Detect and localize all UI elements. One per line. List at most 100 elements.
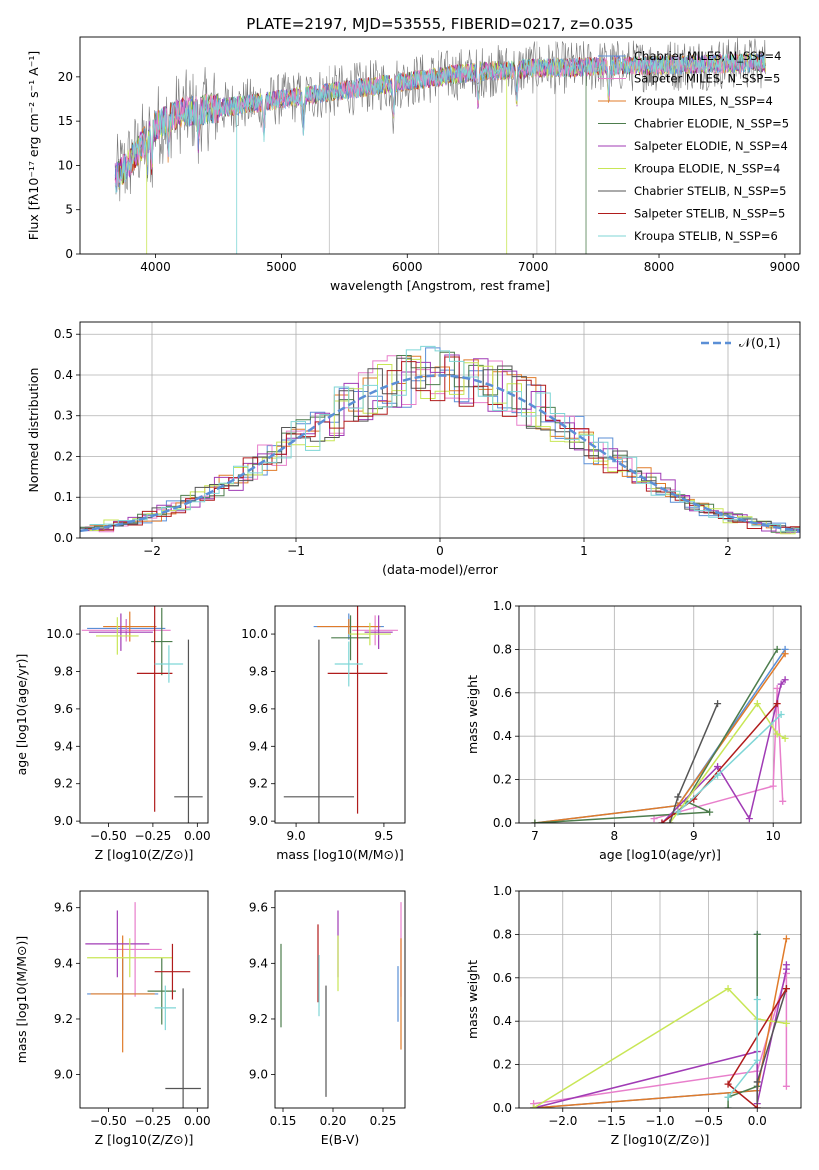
y-tick-label: 9.6 (249, 702, 268, 716)
y-tick-label: 0.4 (493, 1014, 512, 1028)
x-tick-label: 8000 (644, 260, 675, 274)
axes-frame (79, 605, 209, 824)
y-tick-label: 10.0 (46, 627, 73, 641)
panel-weight_vs_age: 7 8 9 10 0.0 0.2 0.4 0.6 0.8 1.0 age [log10(age/yr… (465, 599, 802, 862)
x-tick-label: 8 (611, 829, 619, 843)
weight-point (753, 1104, 761, 1108)
weight-point (666, 819, 674, 823)
weight-point (753, 1078, 761, 1086)
y-tick-label: 0.4 (493, 729, 512, 743)
plot-area (530, 930, 790, 1108)
plot-area (81, 606, 203, 823)
panel-residuals: −2 −1 0 1 2 0.0 0.1 0.2 0.3 0.4 0.5 (data-model)/er… (26, 321, 801, 577)
x-tick-label: 0.00 (184, 1114, 211, 1128)
plot-area (531, 645, 789, 823)
weight-series-line (653, 688, 784, 820)
legend-entry: Salpeter ELODIE, N_SSP=4 (634, 139, 788, 153)
y-tick-label: 0.4 (54, 368, 73, 382)
x-axis-label: Z [log10(Z/Z⊙)] (95, 847, 194, 862)
weight-point (753, 996, 761, 1003)
weight-point (724, 1080, 732, 1088)
y-tick-label: 0.2 (493, 773, 512, 787)
y-tick-label: 9.2 (249, 1012, 268, 1026)
weight-point (531, 819, 539, 823)
weight-point (773, 730, 781, 738)
axes-frame (79, 36, 801, 255)
y-tick-label: 9.0 (54, 1068, 73, 1082)
y-tick-label: 9.2 (249, 777, 268, 791)
y-tick-label: 0.5 (54, 327, 73, 341)
weight-point (781, 650, 789, 658)
weight-point (777, 711, 785, 718)
weight-point (753, 930, 761, 938)
y-tick-label: 10 (58, 158, 73, 172)
weight-point (782, 961, 790, 969)
panel-mass_vs_ebv: 0.15 0.20 0.25 9.0 9.2 9.4 9.6 E(B-V) (249, 890, 406, 1147)
weight-point (724, 1104, 732, 1108)
y-tick-label: 1.0 (493, 884, 512, 898)
weight-point (714, 700, 722, 708)
x-tick-label: 0 (436, 544, 444, 558)
y-tick-label: 0.2 (54, 449, 73, 463)
weight-point (674, 793, 682, 801)
y-axis-label: mass [log10(M/M⊙)] (14, 936, 29, 1064)
y-tick-label: 9.4 (249, 739, 268, 753)
weight-point (781, 734, 789, 742)
x-tick-label: 0.25 (370, 1114, 397, 1128)
x-tick-label: 1 (580, 544, 588, 558)
legend-entry: Chabrier ELODIE, N_SSP=5 (634, 117, 789, 131)
y-tick-label: 1.0 (493, 599, 512, 613)
plot-area (280, 902, 402, 1097)
y-axis-label: mass weight (465, 675, 480, 754)
y-tick-label: 15 (58, 114, 73, 128)
weight-point (782, 1019, 790, 1027)
y-tick-label: 9.4 (54, 739, 73, 753)
plot-area (283, 606, 398, 823)
x-tick-label: 6000 (392, 260, 423, 274)
x-axis-label: E(B-V) (321, 1132, 360, 1147)
axes-frame (518, 890, 802, 1109)
y-tick-label: 0.0 (493, 816, 512, 830)
x-tick-label: −1.0 (645, 1114, 674, 1128)
weight-point (769, 782, 777, 790)
x-tick-label: −0.50 (90, 1114, 127, 1128)
y-tick-label: 0 (65, 247, 73, 261)
weight-point (745, 815, 753, 823)
x-tick-label: 9.5 (374, 829, 393, 843)
y-tick-label: 10.0 (241, 627, 268, 641)
y-tick-label: 9.2 (54, 777, 73, 791)
spectrum-legend: Chabrier MILES, N_SSP=4 Salpeter MILES, N… (598, 49, 789, 243)
x-tick-label: 4000 (140, 260, 171, 274)
y-tick-label: 0.0 (54, 531, 73, 545)
y-tick-label: 0.8 (493, 927, 512, 941)
x-axis-label: (data-model)/error (382, 562, 499, 577)
y-tick-label: 5 (65, 203, 73, 217)
weight-point (674, 808, 682, 816)
axes-frame (274, 890, 406, 1109)
axes-frame (274, 605, 406, 824)
y-tick-label: 9.4 (54, 956, 73, 970)
spectrum-model-line (114, 53, 766, 194)
legend-entry: Kroupa STELIB, N_SSP=6 (634, 229, 778, 243)
panel-mass_vs_Z: −0.50 −0.25 0.00 9.0 9.2 9.4 9.6 Z [log10(Z/Z⊙)… (14, 890, 211, 1147)
y-axis-label: mass weight (465, 960, 480, 1039)
weight-series-line (533, 987, 787, 1108)
weight-point (777, 680, 785, 688)
y-tick-label: 9.8 (249, 664, 268, 678)
legend-entry: Salpeter MILES, N_SSP=5 (634, 72, 780, 86)
legend-entry: 𝒩(0,1) (739, 335, 781, 350)
weight-point (781, 676, 789, 684)
weight-point (753, 700, 761, 708)
x-tick-label: −0.25 (134, 1114, 171, 1128)
x-tick-label: −0.50 (90, 829, 127, 843)
panel-age_vs_Z: −0.50 −0.25 0.00 9.0 9.2 9.4 9.6 9.8 10.0 Z [log1… (14, 605, 211, 862)
axes-frame (79, 890, 209, 1109)
x-tick-label: −2 (143, 544, 161, 558)
y-tick-label: 0.6 (493, 971, 512, 985)
y-tick-label: 9.6 (54, 901, 73, 915)
legend-entry: Chabrier STELIB, N_SSP=5 (634, 184, 786, 198)
normal-curve (80, 374, 800, 533)
x-tick-label: 0.15 (270, 1114, 297, 1128)
x-tick-label: −2.0 (548, 1114, 577, 1128)
x-axis-label: Z [log10(Z/Z⊙)] (95, 1132, 194, 1147)
